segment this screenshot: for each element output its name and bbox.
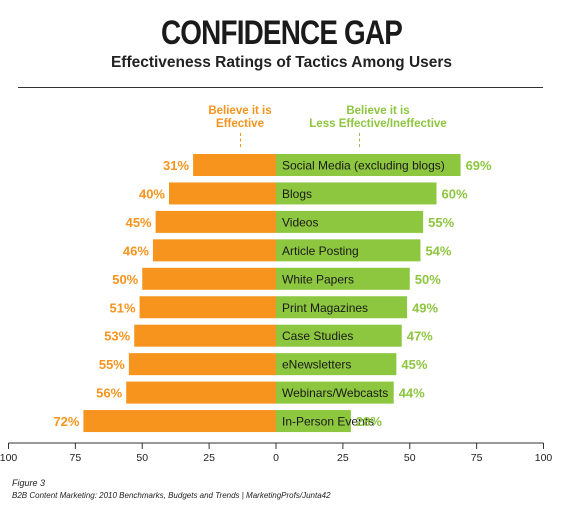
value-label-effective: 45% xyxy=(126,215,152,230)
bar-ineffective xyxy=(276,410,351,433)
bar-ineffective xyxy=(276,239,421,262)
legend-ineffective-line2: Less Effective/Ineffective xyxy=(309,118,447,130)
x-tick-label: 75 xyxy=(70,452,82,464)
value-label-effective: 50% xyxy=(112,272,138,287)
category-label: Blogs xyxy=(282,187,312,201)
bar-effective xyxy=(155,210,276,233)
bar-ineffective xyxy=(276,296,408,319)
bar-ineffective xyxy=(276,381,394,404)
x-tick-label: 100 xyxy=(0,452,17,464)
bar-ineffective xyxy=(276,353,397,376)
value-label-ineffective: 44% xyxy=(399,386,425,401)
bar-effective xyxy=(126,381,276,404)
chart-title: CONFIDENCE GAP xyxy=(160,14,403,52)
value-label-effective: 56% xyxy=(96,386,122,401)
source-label: B2B Content Marketing: 2010 Benchmarks, … xyxy=(12,491,331,500)
category-label: Webinars/Webcasts xyxy=(282,386,388,400)
x-tick-label: 75 xyxy=(471,452,483,464)
legend-effective-line1: Believe it is xyxy=(208,105,272,117)
x-tick-label: 0 xyxy=(273,452,279,464)
x-tick-label: 25 xyxy=(203,452,215,464)
x-tick-label: 50 xyxy=(136,452,148,464)
value-label-ineffective: 60% xyxy=(442,186,468,201)
bar-ineffective xyxy=(276,182,437,205)
category-label: Social Media (excluding blogs) xyxy=(282,159,445,173)
value-label-effective: 72% xyxy=(53,414,79,429)
category-label: White Papers xyxy=(282,272,354,286)
bar-effective xyxy=(169,182,276,205)
legend-effective-line2: Effective xyxy=(216,118,264,130)
value-label-ineffective: 45% xyxy=(401,357,427,372)
bar-effective xyxy=(139,296,276,319)
value-label-effective: 40% xyxy=(139,186,165,201)
value-label-ineffective: 47% xyxy=(407,329,433,344)
legend-effective: Believe it is Effective xyxy=(190,105,290,131)
value-label-effective: 53% xyxy=(104,329,130,344)
legend-effective-connector xyxy=(240,133,241,147)
value-label-ineffective: 54% xyxy=(425,243,451,258)
x-tick-label: 50 xyxy=(404,452,416,464)
bar-ineffective xyxy=(276,154,461,176)
bar-effective xyxy=(128,353,276,376)
category-label: Case Studies xyxy=(282,329,353,343)
category-label: Videos xyxy=(282,215,318,229)
title-divider xyxy=(18,87,543,88)
value-label-ineffective: 28% xyxy=(356,414,382,429)
bar-effective xyxy=(193,154,276,176)
value-label-effective: 51% xyxy=(110,300,136,315)
legend-ineffective-line1: Believe it is xyxy=(346,105,410,117)
chart-subtitle: Effectiveness Ratings of Tactics Among U… xyxy=(110,54,453,71)
value-label-effective: 55% xyxy=(99,357,125,372)
bar-effective xyxy=(152,239,276,262)
bar-effective xyxy=(134,324,276,347)
category-label: Print Magazines xyxy=(282,301,368,315)
legend-ineffective: Believe it is Less Effective/Ineffective xyxy=(298,105,458,131)
legend-ineffective-connector xyxy=(359,133,360,147)
category-label: Article Posting xyxy=(282,244,359,258)
value-label-effective: 46% xyxy=(123,243,149,258)
category-label: eNewsletters xyxy=(282,358,351,372)
x-tick-label: 100 xyxy=(535,452,553,464)
value-label-ineffective: 69% xyxy=(466,158,492,173)
x-tick-label: 25 xyxy=(337,452,349,464)
value-label-ineffective: 50% xyxy=(415,272,441,287)
bar-ineffective xyxy=(276,267,410,290)
figure-label: Figure 3 xyxy=(12,478,46,488)
bar-ineffective xyxy=(276,324,402,347)
bar-effective xyxy=(142,267,276,290)
value-label-ineffective: 49% xyxy=(412,300,438,315)
value-label-ineffective: 55% xyxy=(428,215,454,230)
bar-effective xyxy=(83,410,277,433)
category-label: In-Person Events xyxy=(282,415,374,429)
value-label-effective: 31% xyxy=(163,158,189,173)
bar-ineffective xyxy=(276,210,424,233)
